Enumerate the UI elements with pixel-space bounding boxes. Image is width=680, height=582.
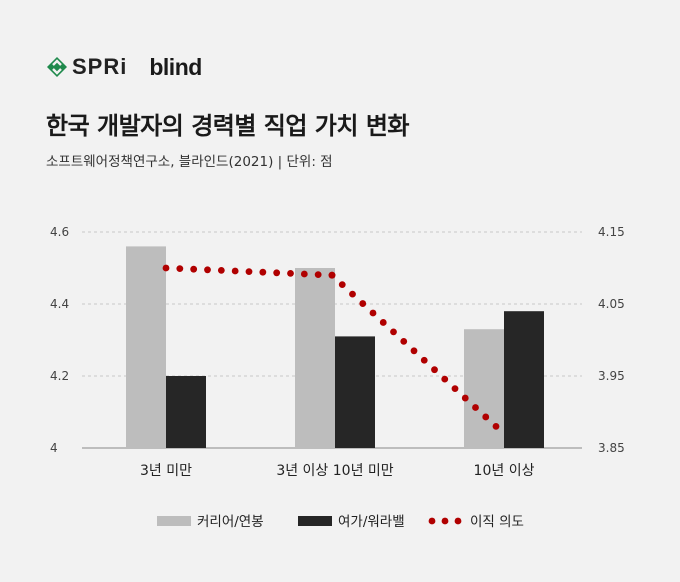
y-left-tick-label: 4.2 [50,369,69,383]
turnover-dot [231,267,239,275]
turnover-dot [162,264,170,272]
blind-logo: blind [149,53,202,80]
turnover-dot [482,413,490,421]
turnover-dot [400,337,408,345]
turnover-dot [338,281,346,289]
turnover-dot [410,347,418,355]
turnover-dot [359,300,367,307]
chart-subtitle: 소프트웨어정책연구소, 블라인드(2021) | 단위: 점 [46,154,333,170]
turnover-dot [472,404,479,411]
legend-swatch-turnover [428,517,436,525]
y-left-tick-label: 4.6 [50,225,69,239]
bar-leisure-balance [166,376,206,448]
turnover-dot [328,271,336,279]
turnover-dot [245,268,253,275]
spri-logo-icon [47,57,67,77]
turnover-dot [259,268,267,276]
legend-label-turnover: 이직 의도 [470,514,524,530]
legend-label-career-salary: 커리어/연봉 [197,514,264,530]
turnover-dot [441,375,449,383]
turnover-dot [176,265,184,272]
turnover-dot [369,309,377,317]
legend-swatch-turnover [441,517,449,525]
bar-career-salary [295,268,335,448]
x-tick-label: 3년 이상 10년 미만 [276,463,393,479]
turnover-dot [287,270,294,277]
turnover-dot [461,394,469,402]
bar-leisure-balance [335,336,375,448]
spri-logo-text: SPRi [72,54,128,79]
turnover-dot [300,270,308,278]
turnover-dot [217,267,225,274]
legend-swatch-turnover [454,517,462,525]
turnover-dot [190,265,198,273]
y-right-tick-label: 3.85 [598,441,625,455]
turnover-dot [390,328,397,336]
spri-logo: SPRi [46,54,127,80]
legend-swatch-career-salary [157,516,191,526]
bar-career-salary [464,329,504,448]
turnover-dot [492,423,500,430]
bar-career-salary [126,246,166,448]
logo-bar: SPRi blind [46,52,202,82]
turnover-dot [420,356,428,364]
legend-label-leisure-balance: 여가/워라밸 [338,514,405,530]
x-tick-label: 10년 이상 [474,463,535,479]
y-left-tick-label: 4 [50,441,58,455]
turnover-dot [204,266,211,274]
turnover-dot [349,290,356,298]
turnover-dot [273,269,281,277]
y-right-tick-label: 3.95 [598,369,625,383]
turnover-dot [379,319,387,326]
chart-title: 한국 개발자의 경력별 직업 가치 변화 [46,112,409,140]
x-tick-label: 3년 미만 [140,463,192,479]
turnover-dot [431,366,438,374]
y-right-tick-label: 4.15 [598,225,625,239]
turnover-dot [314,271,322,278]
legend-swatch-leisure-balance [298,516,332,526]
bar-leisure-balance [504,311,544,448]
y-left-tick-label: 4.4 [50,297,69,311]
y-right-tick-label: 4.05 [598,297,625,311]
turnover-dot [451,385,459,392]
